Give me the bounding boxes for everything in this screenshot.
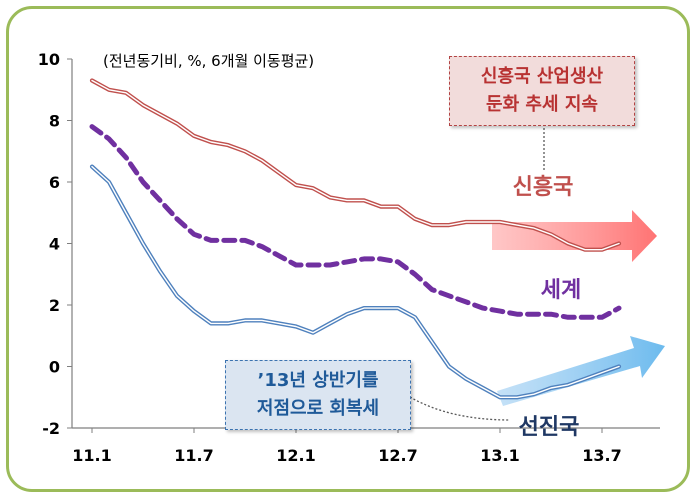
x-tick-label: 13.7 [582, 446, 621, 465]
advanced-trend-arrow [497, 336, 665, 406]
label-advanced: 선진국 [519, 415, 580, 440]
y-tick-label: 4 [49, 235, 60, 254]
unit-note: (전년동기비, %, 6개월 이동평균) [103, 52, 314, 70]
x-tick-label: 12.1 [276, 446, 315, 465]
label-world: 세계 [541, 278, 581, 303]
y-tick-label: 10 [38, 50, 60, 69]
advanced-note-connector [409, 396, 511, 421]
x-tick-label: 13.1 [480, 446, 519, 465]
advanced-note-line2: 저점으로 회복세 [256, 398, 380, 419]
y-tick-label: -2 [42, 419, 60, 438]
y-tick-label: 0 [49, 358, 60, 377]
y-tick-label: 6 [49, 173, 60, 192]
series-line-advanced-inner [91, 165, 620, 398]
advanced-note-box: ’13년 상반기를 저점으로 회복세 [225, 360, 411, 430]
x-tick-label: 12.7 [378, 446, 417, 465]
x-tick-label: 11.7 [174, 446, 213, 465]
emerging-note-box: 신흥국 산업생산 둔화 추세 지속 [449, 56, 635, 126]
y-tick-label: 2 [49, 296, 60, 315]
series-line-world [89, 124, 622, 320]
emerging-note-line2: 둔화 추세 지속 [486, 94, 598, 115]
emerging-trend-arrow [492, 210, 657, 262]
emerging-note-line1: 신흥국 산업생산 [480, 66, 604, 87]
x-tick-label: 11.1 [72, 446, 111, 465]
label-emerging: 신흥국 [513, 175, 574, 200]
advanced-note-line1: ’13년 상반기를 [257, 370, 379, 391]
y-tick-label: 8 [49, 112, 60, 131]
series-line-emerging-inner [91, 79, 620, 251]
